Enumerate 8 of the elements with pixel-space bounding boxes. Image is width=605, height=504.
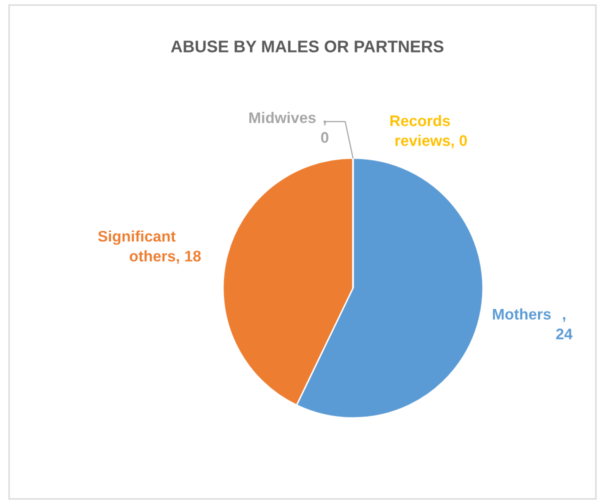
slice-label: Mothers — [492, 308, 551, 320]
text: , 0 — [452, 135, 467, 148]
data-label: , 24 — [556, 317, 573, 340]
slice-label: Significant others — [98, 230, 176, 262]
category-label: Records reviews — [390, 114, 450, 146]
category-label: Midwives — [249, 112, 316, 124]
chart-title: ABUSE BY MALES OR PARTNERS — [171, 40, 444, 52]
data-label: , 18 — [176, 250, 201, 264]
